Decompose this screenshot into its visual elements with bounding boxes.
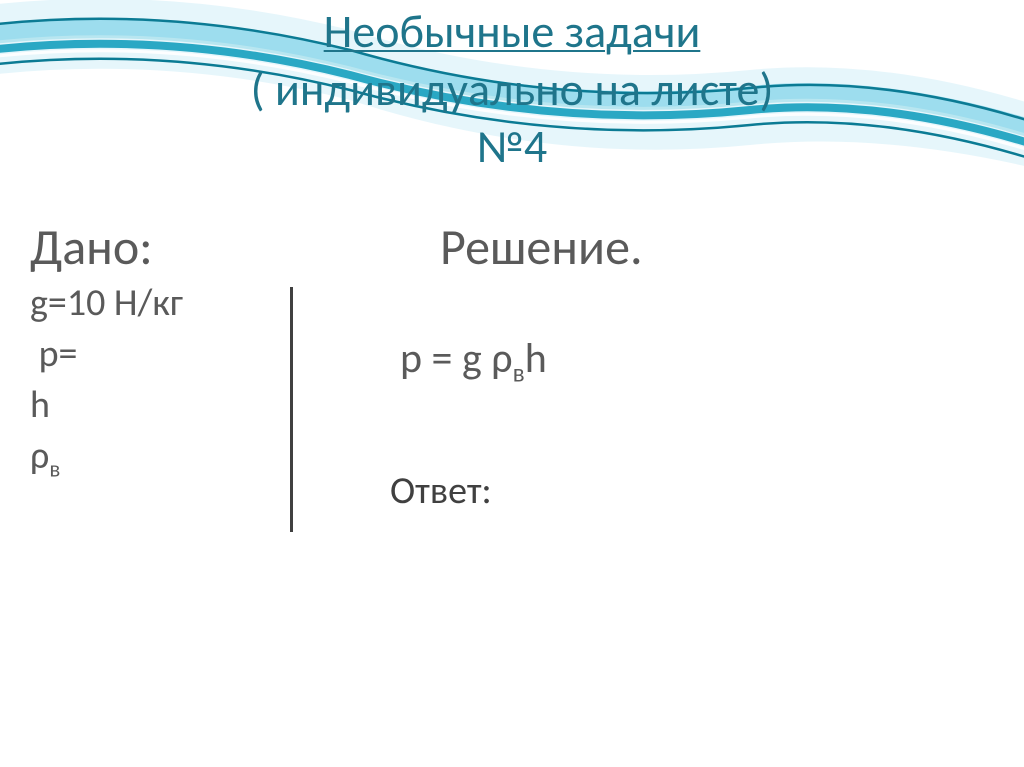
answer-label: Ответ: xyxy=(370,468,994,514)
solution-formula: p = g ρвh xyxy=(370,333,994,388)
given-rho: ρв xyxy=(30,431,360,485)
given-header: Дано: xyxy=(30,217,360,278)
title-line-3: №4 xyxy=(477,119,547,175)
content-area: Дано: g=10 Н/кг p= h ρв Решение. p = g ρ… xyxy=(0,217,1024,514)
solution-section: Решение. p = g ρвh Ответ: xyxy=(360,217,994,514)
title-line-2: ( индивидуально на листе) xyxy=(251,62,774,118)
given-g: g=10 Н/кг xyxy=(30,278,360,329)
title-line-1: Необычные задачи xyxy=(324,4,701,60)
slide-title: Необычные задачи ( индивидуально на лист… xyxy=(0,0,1024,177)
solution-header: Решение. xyxy=(370,217,994,278)
section-divider xyxy=(290,287,293,532)
given-section: Дано: g=10 Н/кг p= h ρв xyxy=(30,217,360,514)
given-p: p= xyxy=(30,329,360,380)
given-h: h xyxy=(30,380,360,431)
